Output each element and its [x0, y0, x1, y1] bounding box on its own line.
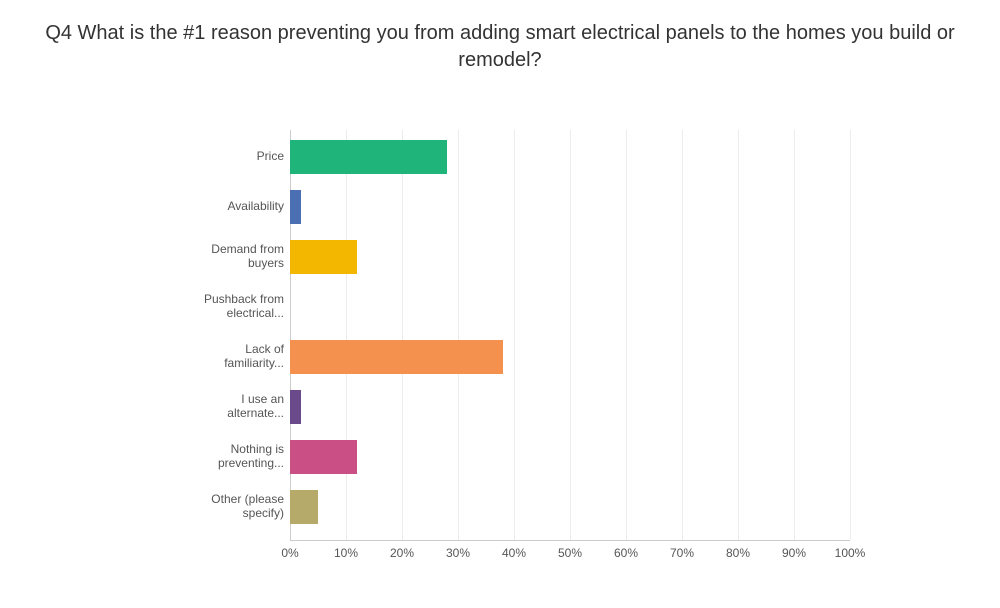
chart: 0% 10% 20% 30% 40% 50% 60% 70% 80% 90% 100% Price Av…: [200, 130, 880, 570]
y-label: Lack of familiarity...: [184, 343, 284, 371]
bar-row: Other (please specify): [290, 490, 850, 524]
bar-row: Price: [290, 140, 850, 174]
x-tick-label: 0%: [281, 546, 298, 560]
bar-row: I use an alternate...: [290, 390, 850, 424]
y-label: Availability: [184, 200, 284, 214]
x-tick-label: 50%: [558, 546, 582, 560]
y-label: Demand from buyers: [184, 243, 284, 271]
bar: [290, 190, 301, 224]
x-axis: [290, 540, 850, 541]
x-tick-label: 20%: [390, 546, 414, 560]
x-tick-label: 10%: [334, 546, 358, 560]
bar-row: Lack of familiarity...: [290, 340, 850, 374]
y-label: Other (please specify): [184, 493, 284, 521]
grid-line: [850, 130, 851, 540]
plot-area: 0%10%20%30%40%50%60%70%80%90%100%PriceAv…: [290, 130, 850, 540]
bar: [290, 490, 318, 524]
bar: [290, 240, 357, 274]
x-tick-label: 90%: [782, 546, 806, 560]
x-tick-label: 80%: [726, 546, 750, 560]
y-label: Nothing is preventing...: [184, 443, 284, 471]
bar: [290, 390, 301, 424]
x-tick-label: 40%: [502, 546, 526, 560]
bar-row: Nothing is preventing...: [290, 440, 850, 474]
y-label: Pushback from electrical...: [184, 293, 284, 321]
x-tick-label: 70%: [670, 546, 694, 560]
bar: [290, 140, 447, 174]
x-tick-label: 60%: [614, 546, 638, 560]
bar-row: Availability: [290, 190, 850, 224]
x-tick-label: 30%: [446, 546, 470, 560]
bar-row: Pushback from electrical...: [290, 290, 850, 324]
bar: [290, 440, 357, 474]
x-tick-label: 100%: [835, 546, 866, 560]
y-label: I use an alternate...: [184, 393, 284, 421]
y-label: Price: [184, 150, 284, 164]
chart-title: Q4 What is the #1 reason preventing you …: [0, 0, 1000, 84]
bar-row: Demand from buyers: [290, 240, 850, 274]
bar: [290, 340, 503, 374]
